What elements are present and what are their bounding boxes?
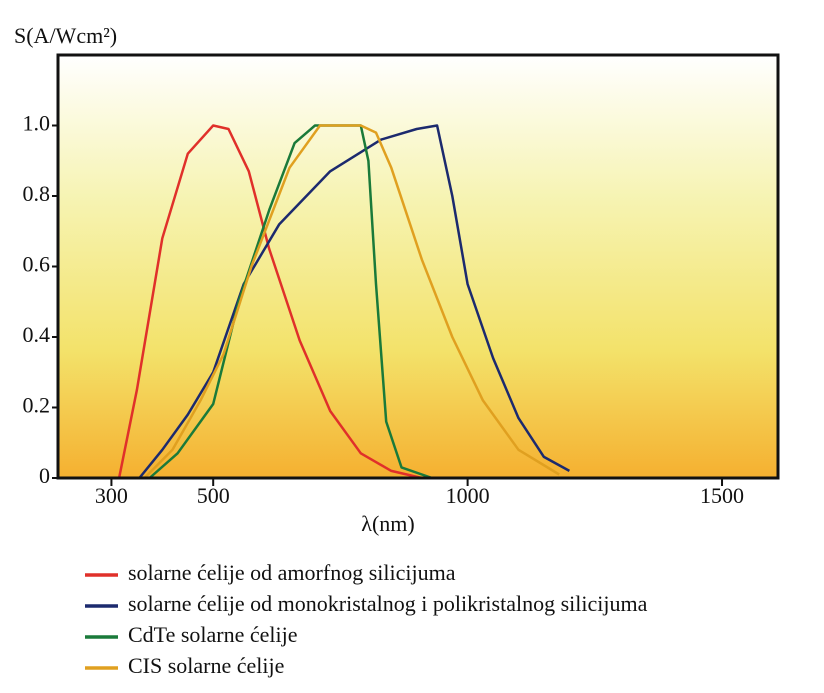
y-tick-label: 1.0 — [23, 111, 51, 136]
y-tick-label: 0.6 — [23, 252, 51, 277]
plot-area — [117, 124, 571, 480]
legend-label: solarne ćelije od monokristalnog i polik… — [128, 591, 648, 616]
legend-label: CIS solarne ćelije — [128, 653, 284, 678]
x-tick-label: 300 — [95, 483, 128, 508]
series-line — [138, 124, 571, 479]
y-tick-label: 0 — [39, 463, 50, 488]
x-tick-label: 500 — [197, 483, 230, 508]
x-tick-label: 1000 — [446, 483, 490, 508]
series-line — [143, 124, 560, 479]
legend-label: CdTe solarne ćelije — [128, 622, 298, 647]
y-axis-title: S(A/Wcm²) — [14, 23, 117, 48]
x-tick-label: 1500 — [700, 483, 744, 508]
y-tick-label: 0.8 — [23, 181, 51, 206]
legend-label: solarne ćelije od amorfnog silicijuma — [128, 560, 456, 585]
plot-background — [58, 55, 778, 478]
series-line — [148, 124, 433, 480]
series-line — [117, 124, 423, 480]
y-tick-label: 0.2 — [23, 393, 51, 418]
x-axis-title: λ(nm) — [361, 511, 414, 536]
y-tick-label: 0.4 — [23, 322, 51, 347]
